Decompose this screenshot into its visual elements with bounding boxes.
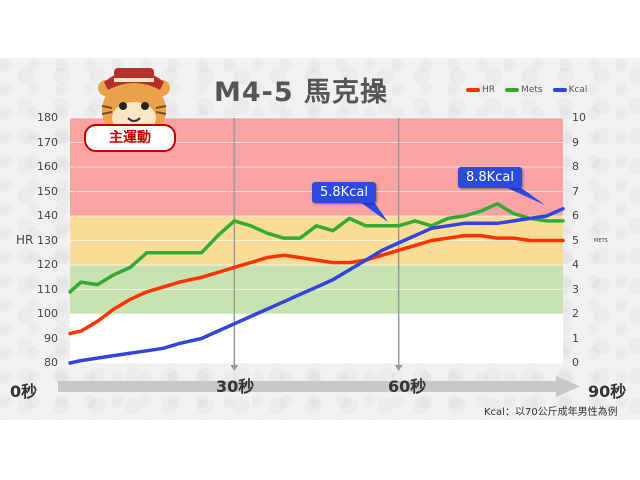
y-tick: 150 bbox=[37, 185, 58, 198]
legend-label: HR bbox=[482, 85, 496, 95]
timeline-start-label: 0秒 bbox=[10, 382, 38, 401]
y-tick: 3 bbox=[572, 283, 579, 296]
footnote: Kcal：以70公斤成年男性為例 bbox=[484, 407, 618, 418]
legend-swatch-kcal bbox=[552, 88, 567, 92]
y-tick: 4 bbox=[572, 258, 579, 271]
y-tick: 9 bbox=[572, 136, 579, 149]
y-tick: 80 bbox=[44, 356, 58, 369]
chart-legend: HR Mets Kcal bbox=[466, 85, 593, 95]
time-marker-arrow-icon bbox=[230, 365, 239, 371]
timeline-end-label: 90秒 bbox=[588, 382, 627, 401]
y-tick: 1 bbox=[572, 332, 579, 345]
y-tick: 7 bbox=[572, 185, 579, 198]
y-tick: 110 bbox=[37, 283, 58, 296]
y-axis-left-label: HR bbox=[16, 233, 34, 247]
callout-pointer bbox=[360, 202, 388, 222]
y-tick: 90 bbox=[44, 332, 58, 345]
y-tick: 0 bbox=[572, 356, 579, 369]
y-tick: 160 bbox=[37, 160, 58, 173]
y-tick: 130 bbox=[37, 234, 58, 247]
y-tick: 170 bbox=[37, 136, 58, 149]
y-tick: 180 bbox=[37, 111, 58, 124]
y-tick: 5 bbox=[572, 234, 579, 247]
y-tick: 8 bbox=[572, 160, 579, 173]
legend-item-hr: HR bbox=[466, 85, 495, 95]
y-tick: 6 bbox=[572, 209, 579, 222]
legend-item-kcal: Kcal bbox=[552, 85, 588, 95]
callout-8-8kcal: 8.8Kcal bbox=[458, 167, 522, 188]
y-axis-right-label: METS bbox=[594, 238, 608, 244]
legend-label: Kcal bbox=[568, 85, 588, 95]
y-tick: 140 bbox=[37, 209, 58, 222]
timeline-30s-label: 30秒 bbox=[216, 377, 255, 396]
y-tick: 10 bbox=[572, 111, 586, 124]
timeline-60s-label: 60秒 bbox=[388, 377, 427, 396]
callout-pointer bbox=[505, 187, 545, 205]
legend-item-mets: Mets bbox=[505, 85, 543, 95]
timeline-bar bbox=[58, 381, 558, 392]
y-tick: 2 bbox=[572, 307, 579, 320]
y-tick: 100 bbox=[37, 307, 58, 320]
series-hr bbox=[68, 233, 565, 336]
mascot-badge: 主運動 bbox=[84, 124, 176, 152]
time-marker-arrow-icon bbox=[394, 365, 403, 371]
legend-swatch-mets bbox=[505, 88, 520, 92]
legend-label: Mets bbox=[521, 85, 543, 95]
page-title: M4-5 馬克操 bbox=[214, 77, 389, 108]
y-tick: 120 bbox=[37, 258, 58, 271]
callout-5-8kcal: 5.8Kcal bbox=[312, 182, 376, 203]
series-mets bbox=[68, 202, 565, 294]
timeline-arrow-icon bbox=[556, 376, 580, 397]
series-kcal bbox=[68, 206, 565, 365]
legend-swatch-hr bbox=[466, 88, 480, 92]
